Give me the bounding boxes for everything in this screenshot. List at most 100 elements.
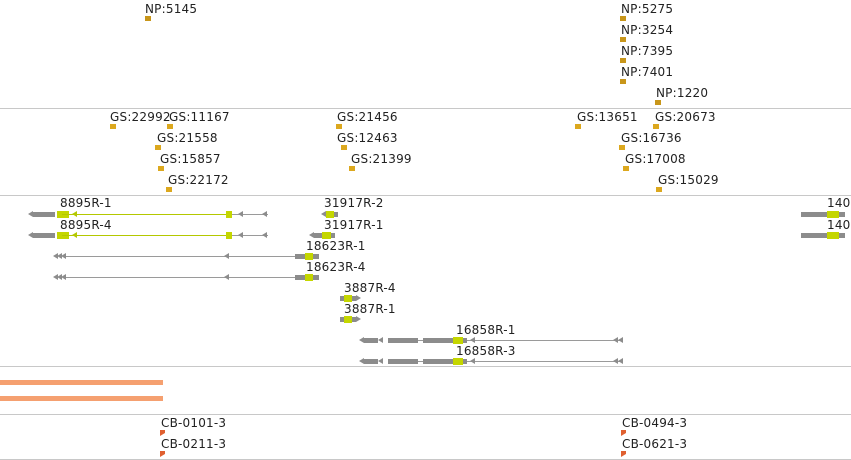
arrowhead-right-icon xyxy=(356,316,361,322)
gs-feature-marker[interactable] xyxy=(167,124,173,129)
np-feature-label[interactable]: NP:7395 xyxy=(621,44,674,58)
gs-feature-marker[interactable] xyxy=(110,124,116,129)
strand-arrow-icon xyxy=(57,253,62,259)
np-feature-marker[interactable] xyxy=(620,37,626,42)
cb-feature-label[interactable]: CB-0494-3 xyxy=(622,416,688,430)
gs-feature-marker[interactable] xyxy=(575,124,581,129)
cb-feature-label[interactable]: CB-0101-3 xyxy=(161,416,227,430)
gs-feature-label[interactable]: GS:21558 xyxy=(157,131,218,145)
strand-arrow-icon xyxy=(61,253,66,259)
gene-model-label[interactable]: 8895R-4 xyxy=(60,218,112,232)
intron-line xyxy=(62,214,230,215)
gs-feature-label[interactable]: GS:15857 xyxy=(160,152,221,166)
cb-feature-marker[interactable] xyxy=(621,430,626,436)
gs-feature-marker[interactable] xyxy=(656,187,662,192)
gene-model-label[interactable]: 3887R-1 xyxy=(344,302,396,316)
strand-arrow-icon xyxy=(61,274,66,280)
exon xyxy=(352,296,356,301)
gs-feature-label[interactable]: GS:22992 xyxy=(110,110,171,124)
strand-arrow-icon xyxy=(613,358,618,364)
cb-feature-label[interactable]: CB-0211-3 xyxy=(161,437,227,451)
gene-model-label[interactable]: 16858R-3 xyxy=(456,344,516,358)
strand-arrow-icon xyxy=(262,232,267,238)
gs-feature-label[interactable]: GS:16736 xyxy=(621,131,682,145)
gs-feature-label[interactable]: GS:21399 xyxy=(351,152,412,166)
strand-arrow-icon xyxy=(618,337,623,343)
np-feature-label[interactable]: NP:5275 xyxy=(621,2,674,16)
arrowhead-left-icon xyxy=(359,358,364,364)
gene-model-label[interactable]: 140 xyxy=(827,218,851,232)
cb-feature-marker[interactable] xyxy=(621,451,626,457)
gs-feature-marker[interactable] xyxy=(653,124,659,129)
intron-line xyxy=(66,256,295,257)
gs-feature-marker[interactable] xyxy=(336,124,342,129)
gene-model-label[interactable]: 16858R-1 xyxy=(456,323,516,337)
exon xyxy=(33,212,55,217)
gene-model-label[interactable]: 140 xyxy=(827,196,851,210)
track-separator xyxy=(0,108,851,109)
gs-feature-label[interactable]: GS:22172 xyxy=(168,173,229,187)
np-feature-marker[interactable] xyxy=(620,58,626,63)
gs-feature-label[interactable]: GS:13651 xyxy=(577,110,638,124)
exon xyxy=(801,212,827,217)
gs-feature-label[interactable]: GS:17008 xyxy=(625,152,686,166)
exon xyxy=(313,254,319,259)
gene-model-label[interactable]: 8895R-1 xyxy=(60,196,112,210)
gs-feature-label[interactable]: GS:11167 xyxy=(169,110,230,124)
np-feature-marker[interactable] xyxy=(620,16,626,21)
np-feature-label[interactable]: NP:5145 xyxy=(145,2,198,16)
exon xyxy=(388,359,418,364)
cds-block xyxy=(827,211,839,218)
gs-feature-label[interactable]: GS:21456 xyxy=(337,110,398,124)
gene-model-label[interactable]: 3887R-4 xyxy=(344,281,396,295)
intron-line xyxy=(232,235,268,236)
intron-line xyxy=(418,361,423,362)
gs-feature-marker[interactable] xyxy=(155,145,161,150)
cds-block xyxy=(305,253,313,260)
gene-model-label[interactable]: 31917R-1 xyxy=(324,218,384,232)
np-feature-label[interactable]: NP:1220 xyxy=(656,86,709,100)
cds-block xyxy=(453,358,463,365)
cb-feature-label[interactable]: CB-0621-3 xyxy=(622,437,688,451)
np-feature-label[interactable]: NP:3254 xyxy=(621,23,674,37)
arrowhead-left-icon xyxy=(359,337,364,343)
gene-model-label[interactable]: 18623R-4 xyxy=(306,260,366,274)
arrowhead-left-icon xyxy=(53,274,58,280)
cb-feature-marker[interactable] xyxy=(160,451,165,457)
np-feature-label[interactable]: NP:7401 xyxy=(621,65,674,79)
exon xyxy=(331,233,335,238)
gs-feature-marker[interactable] xyxy=(166,187,172,192)
arrowhead-right-icon xyxy=(356,295,361,301)
cds-block xyxy=(827,232,839,239)
exon xyxy=(839,233,845,238)
gs-feature-marker[interactable] xyxy=(341,145,347,150)
exon xyxy=(340,317,344,322)
gs-feature-label[interactable]: GS:20673 xyxy=(655,110,716,124)
segment-bar[interactable] xyxy=(0,380,163,385)
arrowhead-left-icon xyxy=(28,232,33,238)
arrowhead-left-icon xyxy=(28,211,33,217)
intron-line xyxy=(467,340,622,341)
gs-feature-marker[interactable] xyxy=(619,145,625,150)
segment-bar[interactable] xyxy=(0,396,163,401)
exon xyxy=(801,233,827,238)
gs-feature-marker[interactable] xyxy=(623,166,629,171)
gs-feature-label[interactable]: GS:15029 xyxy=(658,173,719,187)
gs-feature-marker[interactable] xyxy=(349,166,355,171)
cds-block xyxy=(226,232,232,239)
strand-arrow-icon xyxy=(378,358,383,364)
cb-feature-marker[interactable] xyxy=(160,430,165,436)
strand-arrow-icon xyxy=(470,337,475,343)
gs-feature-marker[interactable] xyxy=(158,166,164,171)
exon xyxy=(423,338,453,343)
cds-block xyxy=(322,232,331,239)
track-separator xyxy=(0,366,851,367)
gs-feature-label[interactable]: GS:12463 xyxy=(337,131,398,145)
gene-model-label[interactable]: 31917R-2 xyxy=(324,196,384,210)
exon xyxy=(295,254,305,259)
np-feature-marker[interactable] xyxy=(145,16,151,21)
gene-model-label[interactable]: 18623R-1 xyxy=(306,239,366,253)
np-feature-marker[interactable] xyxy=(655,100,661,105)
np-feature-marker[interactable] xyxy=(620,79,626,84)
